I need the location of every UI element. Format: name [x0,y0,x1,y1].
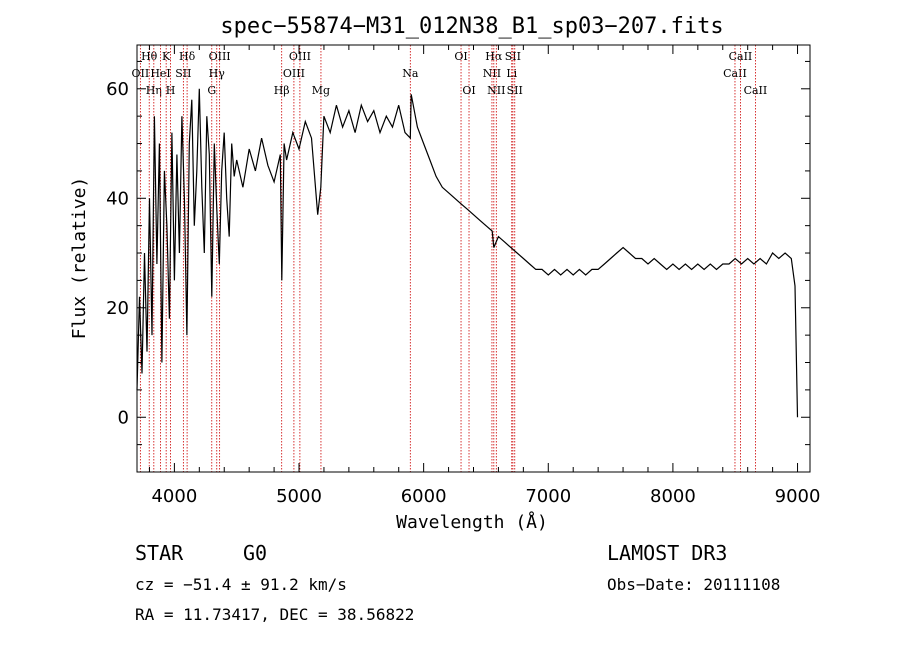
line-marker-label: SII [505,50,521,63]
line-marker-label: Li [506,67,517,80]
spectrum-line [136,88,799,418]
line-marker-label: CaII [723,67,747,80]
line-marker-label: Na [402,67,419,80]
line-marker-label: Hθ [141,50,158,63]
survey-name: LAMOST DR3 [607,541,727,565]
x-axis-ticks: 4000 5000 6000 7000 8000 9000 [148,45,821,507]
line-marker-label: OII [132,67,150,80]
line-marker-label: Mg [312,84,330,97]
line-marker-label: CaII [744,84,768,97]
y-tick-label: 40 [106,188,129,209]
x-tick-label: 9000 [775,486,821,507]
x-tick-label: 4000 [151,486,197,507]
y-tick-label: 20 [106,298,129,319]
x-tick-label: 6000 [401,486,447,507]
line-marker-label: NII [483,67,501,80]
x-axis-label: Wavelength (Å) [396,511,548,533]
line-markers: OII Hθ Hη HeI K H SII Hδ G Hγ OIII Hβ OIII OIII Mg Na OI… [132,45,768,472]
redshift-velocity: cz = −51.4 ± 91.2 km/s [135,575,347,594]
line-marker-label: OI [454,50,467,63]
x-tick-label: 8000 [650,486,696,507]
x-tick-label: 5000 [276,486,322,507]
y-tick-label: 60 [106,79,129,100]
line-marker-label: NII [487,84,505,97]
line-marker-label: SII [175,67,191,80]
sky-coordinates: RA = 11.73417, DEC = 38.56822 [135,605,414,624]
line-marker-label: OIII [209,50,231,63]
plot-frame [136,44,811,473]
line-marker-label: K [162,50,171,63]
chart-title: spec−55874−M31_012N38_B1_sp03−207.fits [220,14,723,39]
x-tick-label: 7000 [525,486,571,507]
line-marker-label: H [166,84,176,97]
y-axis-label: Flux (relative) [69,177,90,340]
line-marker-label: Hβ [274,84,290,97]
line-marker-label: HeI [150,67,170,80]
y-axis-ticks: 0 20 40 60 [106,60,810,446]
line-marker-label: Hγ [209,67,226,80]
line-marker-label: Hα [485,50,503,63]
line-marker-label: OIII [289,50,311,63]
line-marker-label: CaII [729,50,753,63]
y-tick-label: 0 [118,407,129,428]
line-marker-label: OIII [283,67,305,80]
line-marker-label: Hη [146,84,162,97]
line-marker-label: SII [507,84,523,97]
spectral-subclass: G0 [243,541,267,565]
object-class: STAR [135,541,184,565]
observation-date: Obs−Date: 20111108 [607,575,780,594]
line-marker-label: Hδ [179,50,196,63]
line-marker-label: OI [462,84,475,97]
line-marker-label: G [207,84,216,97]
